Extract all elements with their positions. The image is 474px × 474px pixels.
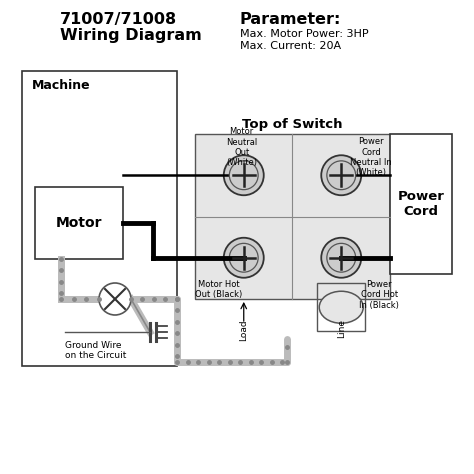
Bar: [22, 71, 177, 366]
Text: Max. Motor Power: 3HP: Max. Motor Power: 3HP: [240, 29, 369, 39]
Text: Load: Load: [239, 319, 248, 341]
Circle shape: [321, 155, 361, 195]
Bar: [35, 187, 123, 259]
Circle shape: [229, 161, 258, 190]
Text: Power
Cord
Neutral In
(White): Power Cord Neutral In (White): [350, 137, 392, 177]
Text: Power
Cord Hot
In (Black): Power Cord Hot In (Black): [359, 280, 399, 310]
Circle shape: [224, 155, 264, 195]
Circle shape: [224, 238, 264, 278]
Circle shape: [229, 243, 258, 272]
Ellipse shape: [319, 291, 363, 323]
Circle shape: [327, 243, 356, 272]
Text: Machine: Machine: [32, 79, 91, 92]
Text: Line: Line: [337, 319, 346, 338]
Circle shape: [99, 283, 131, 315]
Text: Top of Switch: Top of Switch: [242, 118, 343, 131]
Text: Power
Cord: Power Cord: [398, 190, 445, 218]
Text: Motor Hot
Out (Black): Motor Hot Out (Black): [195, 280, 242, 299]
Bar: [390, 134, 452, 274]
Text: Motor
Neutral
Out
(White): Motor Neutral Out (White): [226, 127, 257, 167]
Text: Max. Current: 20A: Max. Current: 20A: [240, 41, 341, 51]
Text: Parameter:: Parameter:: [240, 12, 341, 27]
Text: Ground Wire
on the Circuit: Ground Wire on the Circuit: [65, 341, 127, 360]
Bar: [195, 134, 390, 299]
Text: Wiring Diagram: Wiring Diagram: [60, 28, 202, 43]
Text: 71007/71008: 71007/71008: [60, 12, 177, 27]
Bar: [317, 283, 365, 331]
Circle shape: [321, 238, 361, 278]
Circle shape: [327, 161, 356, 190]
Text: Motor: Motor: [56, 216, 102, 230]
